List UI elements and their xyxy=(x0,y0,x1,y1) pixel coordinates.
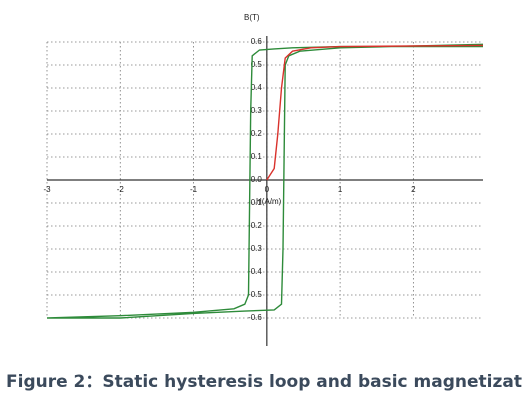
y-tick-label: -0.5 xyxy=(248,290,262,299)
x-axis-label: H(A/m) xyxy=(256,197,282,206)
x-tick-label: -2 xyxy=(117,185,125,194)
curve xyxy=(46,43,484,319)
y-tick-label: -0.6 xyxy=(248,313,262,322)
y-tick-label: 0.3 xyxy=(251,106,263,115)
y-tick-label: -0.2 xyxy=(248,221,262,230)
y-tick-label: 0.2 xyxy=(251,129,263,138)
y-tick-label: 0.5 xyxy=(251,60,263,69)
y-tick-label: 0.4 xyxy=(251,83,263,92)
x-tick-label: 2 xyxy=(411,185,416,194)
curve xyxy=(266,44,484,181)
y-tick-label: -0.1 xyxy=(248,198,262,207)
x-tick-label: -1 xyxy=(190,185,198,194)
x-tick-label: 1 xyxy=(338,185,343,194)
y-tick-label: -0.3 xyxy=(248,244,262,253)
y-tick-label: 0.6 xyxy=(251,37,263,46)
x-tick-label: -3 xyxy=(43,185,51,194)
y-tick-label: -0.4 xyxy=(248,267,262,276)
y-tick-label: 0.1 xyxy=(251,152,263,161)
caption: Figure 2：Static hysteresis loop and basi… xyxy=(6,372,522,392)
y-axis-label: B(T) xyxy=(244,13,260,22)
